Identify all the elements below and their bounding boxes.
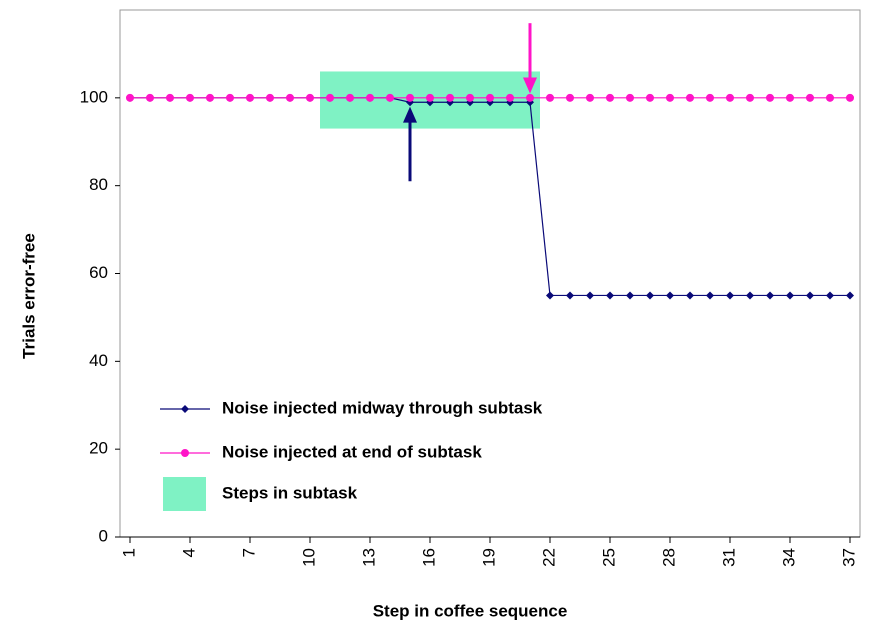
point [726, 291, 734, 300]
point [686, 93, 694, 102]
x-tick-label: 16 [419, 548, 438, 567]
y-axis-label: Trials error-free [19, 233, 38, 359]
point [386, 93, 394, 102]
point [366, 93, 374, 102]
point [206, 93, 214, 102]
x-tick-label: 4 [179, 548, 198, 557]
point [566, 291, 574, 300]
point [826, 291, 834, 300]
point [566, 93, 574, 102]
y-tick-label: 0 [99, 526, 108, 545]
point [766, 93, 774, 102]
y-tick-label: 20 [89, 439, 108, 458]
point [326, 93, 334, 102]
point [666, 291, 674, 300]
point [706, 93, 714, 102]
legend-label: Noise injected midway through subtask [222, 398, 543, 417]
point [186, 93, 194, 102]
point [506, 93, 514, 102]
x-tick-label: 28 [659, 548, 678, 567]
point [486, 93, 494, 102]
point [446, 93, 454, 102]
x-tick-label: 31 [719, 548, 738, 567]
point [846, 93, 854, 102]
point [746, 291, 754, 300]
legend-marker [181, 405, 189, 413]
point [126, 93, 134, 102]
point [626, 291, 634, 300]
point [166, 93, 174, 102]
point [226, 93, 234, 102]
x-tick-label: 37 [839, 548, 858, 567]
point [606, 93, 614, 102]
point [706, 291, 714, 300]
point [846, 291, 854, 300]
point [806, 93, 814, 102]
point [786, 291, 794, 300]
point [306, 93, 314, 102]
y-tick-label: 100 [80, 87, 108, 106]
point [546, 291, 554, 300]
y-tick-label: 80 [89, 175, 108, 194]
point [586, 93, 594, 102]
arrow-head [523, 77, 537, 94]
x-tick-label: 22 [539, 548, 558, 567]
x-tick-label: 13 [359, 548, 378, 567]
point [746, 93, 754, 102]
arrow-head [403, 106, 417, 123]
point [806, 291, 814, 300]
point [646, 93, 654, 102]
point [466, 93, 474, 102]
x-tick-label: 10 [299, 548, 318, 567]
point [426, 93, 434, 102]
x-axis-label: Step in coffee sequence [373, 601, 568, 620]
point [266, 93, 274, 102]
y-tick-label: 60 [89, 263, 108, 282]
point [626, 93, 634, 102]
x-tick-label: 7 [239, 548, 258, 557]
point [586, 291, 594, 300]
point [146, 93, 154, 102]
legend-marker [181, 449, 189, 457]
legend-swatch [163, 477, 206, 511]
point [546, 93, 554, 102]
y-tick-label: 40 [89, 351, 108, 370]
point [826, 93, 834, 102]
x-tick-label: 25 [599, 548, 618, 567]
point [646, 291, 654, 300]
x-tick-label: 34 [779, 548, 798, 567]
point [406, 93, 414, 102]
legend-label: Steps in subtask [222, 483, 358, 502]
x-tick-label: 19 [479, 548, 498, 567]
point [766, 291, 774, 300]
x-tick-label: 1 [119, 548, 138, 557]
point [286, 93, 294, 102]
point [786, 93, 794, 102]
point [526, 93, 534, 102]
point [666, 93, 674, 102]
legend-label: Noise injected at end of subtask [222, 442, 482, 461]
point [346, 93, 354, 102]
point [246, 93, 254, 102]
point [726, 93, 734, 102]
point [606, 291, 614, 300]
point [686, 291, 694, 300]
